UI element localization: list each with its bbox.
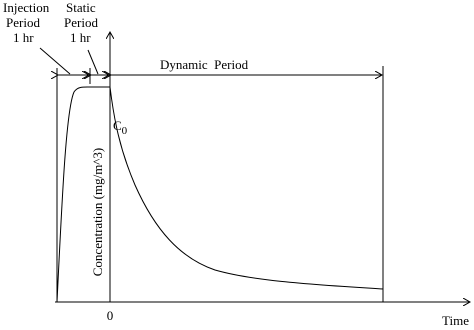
c0-label: C0 bbox=[113, 118, 128, 137]
injection-label: Period bbox=[6, 15, 40, 30]
pointer bbox=[39, 47, 71, 75]
static-label: Static bbox=[66, 0, 96, 15]
static-label: Period bbox=[64, 15, 98, 30]
pointer bbox=[87, 49, 99, 75]
x-axis-label: Time bbox=[442, 313, 469, 328]
static-label: 1 hr bbox=[70, 30, 91, 45]
injection-label: Injection bbox=[3, 0, 50, 15]
c0-main: C bbox=[113, 118, 122, 133]
injection-label: 1 hr bbox=[13, 30, 34, 45]
y-axis-label: Concentration (mg/m^3) bbox=[90, 148, 105, 277]
origin-label: 0 bbox=[107, 308, 114, 323]
concentration-curve bbox=[56, 86, 384, 303]
dynamic-label: Dynamic Period bbox=[160, 57, 249, 72]
c0-sub: 0 bbox=[122, 125, 128, 137]
